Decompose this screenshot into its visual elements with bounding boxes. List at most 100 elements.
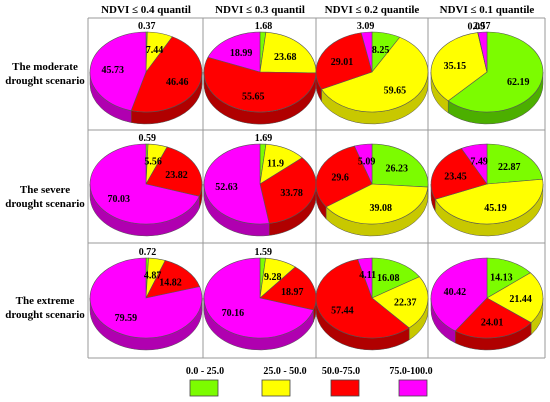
pie-value-label: 18.99 (230, 48, 253, 59)
pie-value-label: 35.15 (444, 61, 467, 72)
pie-row-3-col-4: 14.13 21.44 24.01 40.42 (430, 257, 544, 351)
pie-value-label: 40.42 (444, 287, 467, 298)
pie-value-label: 29.01 (331, 57, 354, 68)
pie-slice-4 (360, 31, 373, 73)
pie-grid: 0.37 7.44 46.46 45.73 1.68 23.68 55.65 18.99 8.2… (89, 21, 544, 351)
pie-slice-1 (371, 143, 429, 188)
pie-value-label: 45.73 (101, 65, 124, 76)
pie-value-label: 45.19 (484, 203, 507, 214)
pie-slice-4 (203, 143, 270, 225)
pie-slice-4 (477, 31, 488, 73)
pie-slice-2 (259, 31, 317, 74)
pie-value-label: 9.28 (264, 272, 282, 283)
pie-value-label: 33.78 (280, 188, 303, 199)
pie-slice-3 (430, 148, 488, 200)
pie-value-label: 7.44 (146, 45, 164, 56)
pie-value-label: 7.49 (470, 157, 488, 168)
pie-value-label: 29.6 (331, 172, 349, 183)
pie-row-3-col-2: 1.59 9.28 18.97 70.16 (203, 247, 317, 351)
pie-row-1-col-1: 0.37 7.44 46.46 45.73 (89, 21, 203, 125)
legend-label-2: 25.0 - 50.0 (263, 366, 306, 377)
pie-value-label: 2.57 (473, 21, 491, 32)
row-label-3-line-1: The extreme (16, 295, 75, 307)
pie-slice-4 (357, 257, 373, 299)
pie-row-1-col-3: 8.25 59.65 29.01 3.09 (315, 21, 429, 125)
pie-value-label: 1.68 (255, 21, 273, 32)
pie-value-label: 18.97 (281, 287, 304, 298)
pie-value-label: 70.16 (222, 308, 245, 319)
pie-value-label: 23.68 (274, 52, 297, 63)
pie-slice-3 (259, 266, 317, 311)
pie-slice-3 (130, 36, 203, 113)
pie-slice-1 (486, 143, 543, 185)
legend-swatch-1 (189, 379, 219, 397)
row-label-1-line-2: drought scenario (5, 75, 85, 87)
pie-slice-4 (203, 257, 314, 339)
legend-swatch-2 (261, 379, 291, 397)
pie-value-label: 5.56 (144, 157, 162, 168)
pie-value-label: 62.19 (507, 77, 530, 88)
pie-slice-4 (89, 31, 147, 111)
pie-slice-4 (207, 31, 261, 73)
pie-value-label: 23.45 (444, 172, 467, 183)
pie-value-label: 8.25 (372, 45, 390, 56)
pie-slice-4 (89, 257, 203, 339)
pie-slice-3 (315, 258, 410, 339)
row-label-3-line-2: drought scenario (5, 309, 85, 321)
column-headers: NDVI ≤ 0.4 quantil NDVI ≤ 0.3 quantil ND… (101, 4, 534, 16)
pie-value-label: 16.08 (377, 273, 400, 284)
pie-value-label: 24.01 (481, 318, 504, 329)
pie-slice-2 (325, 183, 429, 225)
pie-slice-1 (371, 257, 420, 299)
pie-value-label: 57.44 (331, 305, 354, 316)
legend-label-4: 75.0-100.0 (389, 366, 432, 377)
legend-swatch-4 (398, 379, 428, 397)
pie-slice-3 (315, 32, 373, 90)
pie-value-label: 4.11 (359, 270, 376, 281)
pie-value-label: 39.08 (370, 203, 393, 214)
pie-value-label: 0.09 (467, 21, 485, 32)
pie-slice-1 (447, 31, 544, 113)
pie-slice-2 (434, 178, 544, 225)
legend: 0.0 - 25.0 25.0 - 50.0 50.0-75.0 75.0-10… (186, 366, 433, 397)
row-label-1-line-1: The moderate (12, 61, 78, 73)
pie-slice-4 (430, 257, 488, 332)
pie-slice-3 (145, 146, 203, 197)
column-header-3: NDVI ≤ 0.2 quantile (325, 4, 420, 16)
pie-slice-3 (259, 157, 317, 224)
legend-swatch-3 (330, 379, 360, 397)
pie-slice-2 (371, 276, 429, 329)
pie-value-label: 14.82 (159, 278, 182, 289)
pie-slice-4 (89, 143, 200, 225)
pie-value-label: 4.87 (144, 271, 162, 282)
pie-value-label: 1.69 (255, 133, 273, 144)
pie-value-label: 59.65 (384, 86, 407, 97)
pie-row-1-col-2: 1.68 23.68 55.65 18.99 (203, 21, 317, 125)
pie-slice-3 (145, 260, 201, 299)
pie-slice-4 (460, 143, 488, 185)
pie-slice-3 (203, 56, 317, 113)
column-header-1: NDVI ≤ 0.4 quantil (101, 4, 191, 16)
pie-value-label: 0.59 (138, 133, 156, 144)
pie-value-label: 70.03 (108, 194, 131, 205)
pie-value-label: 46.46 (166, 77, 189, 88)
legend-label-3: 50.0-75.0 (322, 366, 360, 377)
pie-value-label: 22.87 (498, 162, 521, 173)
pie-value-label: 5.09 (358, 156, 376, 167)
pie-value-label: 3.09 (357, 21, 375, 32)
pie-row-2-col-2: 1.69 11.9 33.78 52.63 (203, 133, 317, 237)
pie-row-2-col-4: 22.87 45.19 23.457.49 (430, 143, 544, 237)
pie-value-label: 0.37 (138, 21, 156, 32)
pie-value-label: 26.23 (385, 164, 408, 175)
pie-slice-2 (321, 36, 429, 113)
pie-value-label: 11.9 (267, 159, 284, 170)
pie-row-2-col-3: 26.23 39.08 29.6 5.09 (315, 143, 429, 237)
row-label-2-line-1: The severe (20, 184, 70, 196)
pie-value-label: 52.63 (215, 182, 238, 193)
pie-slice-2 (486, 272, 544, 324)
pie-row-1-col-4: 62.19 35.15 0.092.57 (430, 21, 544, 125)
pie-value-label: 0.72 (139, 247, 157, 258)
row-labels: The moderate drought scenario The severe… (5, 61, 85, 321)
